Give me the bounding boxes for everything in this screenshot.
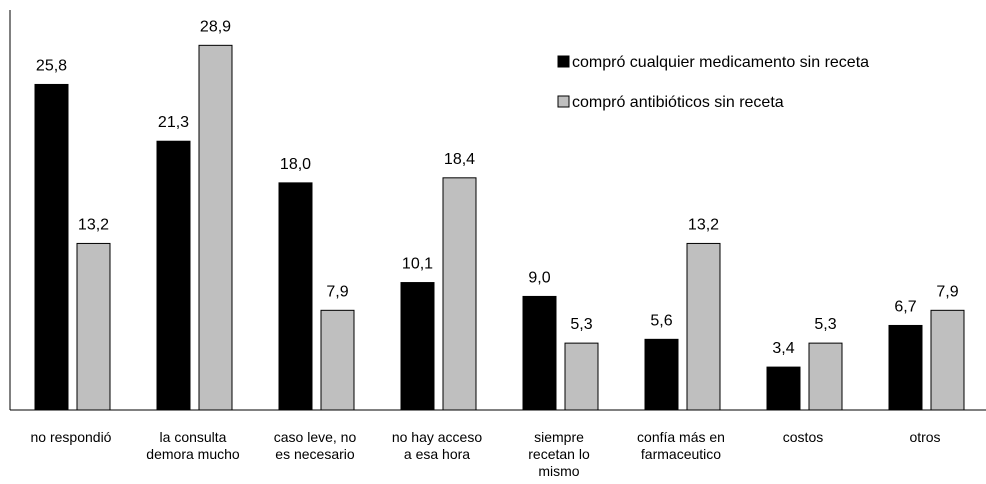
bar (400, 282, 435, 411)
value-label: 10,1 (402, 256, 433, 273)
bar (888, 324, 923, 411)
value-label: 28,9 (200, 18, 231, 35)
x-tick-label: costos (783, 429, 823, 445)
x-tick-label: confía más en farmaceutico (637, 429, 725, 462)
value-label: 9,0 (528, 269, 550, 286)
legend-label: compró cualquier medicamento sin receta (572, 54, 869, 71)
value-label: 5,3 (570, 316, 592, 333)
bar (686, 242, 721, 411)
value-label: 18,4 (444, 151, 475, 168)
value-label: 7,9 (936, 283, 958, 300)
value-label: 21,3 (158, 114, 189, 131)
bar (930, 309, 965, 411)
bar (522, 295, 557, 411)
x-tick-label: no respondió (31, 429, 112, 445)
bar (644, 338, 679, 411)
value-label: 25,8 (36, 57, 67, 74)
bar (278, 182, 313, 411)
value-label: 5,6 (650, 312, 672, 329)
value-label: 13,2 (688, 216, 719, 233)
legend-swatch (557, 55, 570, 68)
value-label: 13,2 (78, 216, 109, 233)
value-label: 6,7 (894, 298, 916, 315)
bar (564, 342, 599, 411)
bar (442, 177, 477, 411)
bar (320, 309, 355, 411)
x-tick-label: caso leve, no es necesario (274, 429, 357, 462)
x-tick-label: no hay acceso a esa hora (392, 429, 482, 462)
value-label: 5,3 (814, 316, 836, 333)
legend-label: compró antibióticos sin receta (572, 94, 784, 111)
value-label: 7,9 (326, 283, 348, 300)
bar (156, 140, 191, 411)
bar (34, 83, 69, 411)
bar (198, 44, 233, 411)
value-label: 3,4 (772, 340, 794, 357)
bar (808, 342, 843, 411)
x-tick-label: siempre recetan lo mismo (528, 429, 590, 479)
value-label: 18,0 (280, 156, 311, 173)
legend-swatch (557, 95, 570, 108)
bar (76, 242, 111, 411)
bar (766, 366, 801, 411)
x-tick-label: la consulta demora mucho (146, 429, 240, 462)
x-tick-label: otros (909, 429, 940, 445)
